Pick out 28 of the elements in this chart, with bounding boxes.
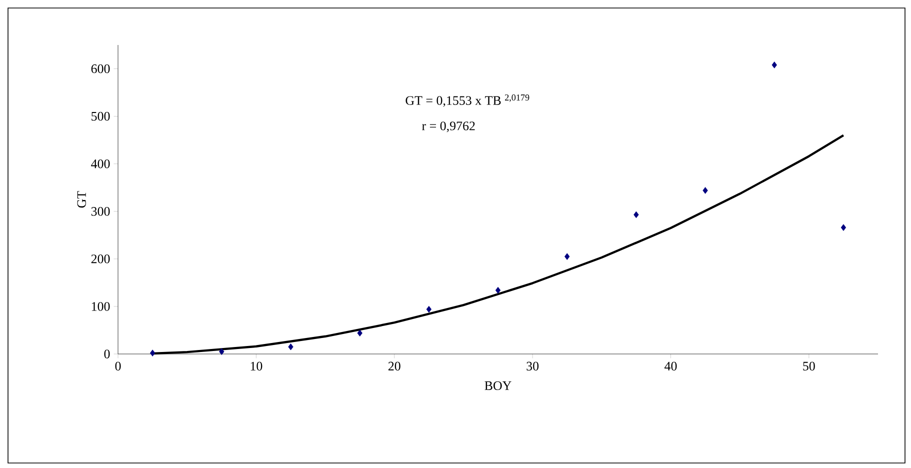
x-tick-label: 40 [664, 362, 677, 370]
y-axis-title: GT [77, 191, 86, 208]
point [634, 211, 639, 218]
y-tick-label: 300 [91, 207, 110, 216]
point [495, 286, 501, 294]
x-axis-title: BOY [484, 381, 512, 390]
annotation: GT = 0,1553 x TB $^{2,0179}$ [406, 94, 530, 107]
y-tick-label: 500 [92, 112, 110, 121]
x-tick-label: 30 [526, 362, 539, 370]
point [150, 350, 156, 356]
point [772, 62, 777, 68]
y-tick-label: 100 [92, 302, 110, 311]
annotation: r = 0,9762 [422, 122, 475, 132]
point [702, 187, 708, 194]
x-tick-label: 0 [115, 362, 121, 370]
y-tick-label: 0 [104, 350, 110, 358]
point [219, 348, 224, 355]
y-tick-label: 200 [91, 254, 110, 264]
point [426, 306, 432, 313]
y-tick-label: 400 [91, 159, 110, 168]
x-tick-label: 10 [250, 362, 262, 370]
x-tick-label: 20 [388, 362, 400, 370]
point [564, 253, 570, 260]
point [357, 330, 362, 336]
x-tick-label: 50 [803, 362, 815, 370]
y-tick-label: 600 [91, 64, 110, 74]
point [840, 224, 846, 231]
point [288, 343, 294, 350]
